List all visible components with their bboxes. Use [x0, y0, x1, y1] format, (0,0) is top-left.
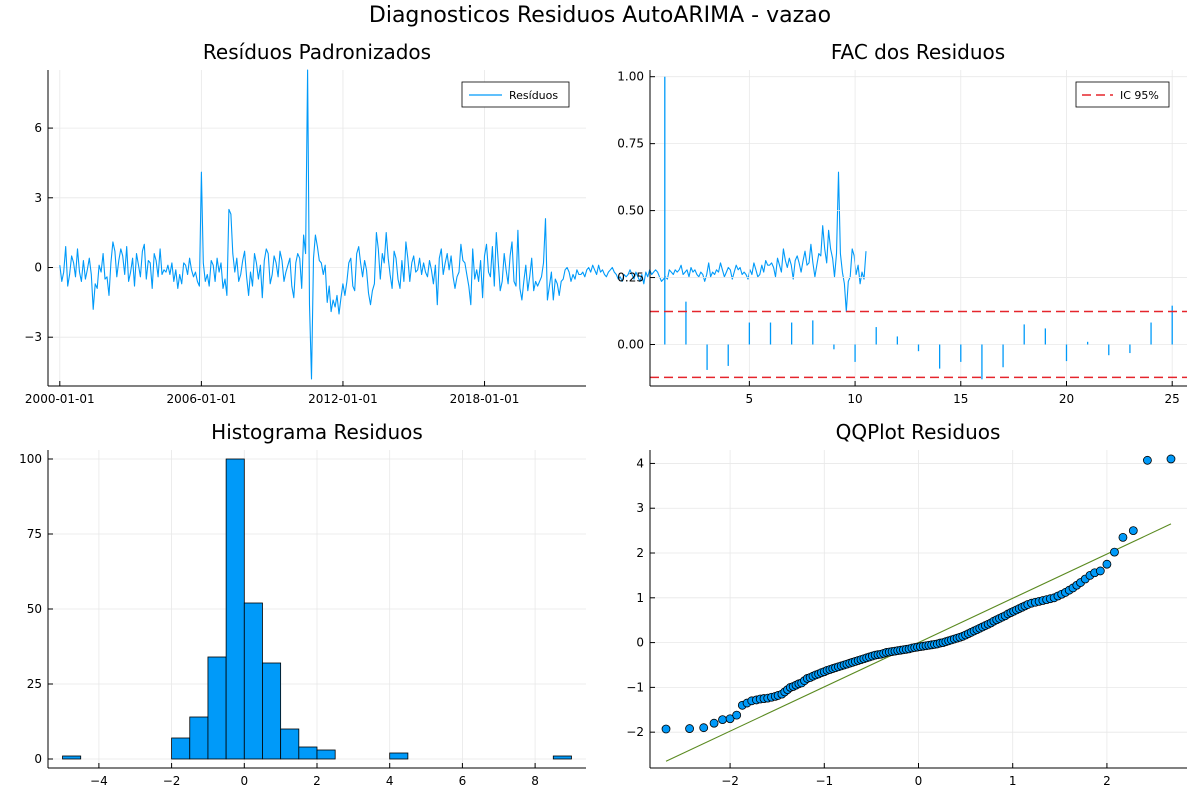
qqplot-y-tick-label: 2 — [636, 546, 644, 560]
figure-title: Diagnosticos Residuos AutoARIMA - vazao — [369, 3, 831, 28]
acf-title: FAC dos Residuos — [831, 40, 1005, 64]
qqplot-x-tick-label: 1 — [1009, 774, 1017, 788]
histogram-bar-11 — [262, 662, 282, 760]
histogram-x-tick-label: 0 — [240, 774, 248, 788]
qqplot-x-tick-label: −2 — [721, 774, 739, 788]
qqplot-point-128 — [1166, 454, 1176, 464]
histogram-bar-14 — [316, 749, 336, 760]
qqplot-point-125 — [1118, 532, 1128, 542]
residuals-y-tick-label: −3 — [24, 330, 42, 344]
histogram-bar-13 — [298, 746, 318, 760]
histogram-x-tick-label: −4 — [90, 774, 108, 788]
qqplot-y-tick-label: −1 — [626, 680, 644, 694]
qqplot-point-2 — [699, 723, 709, 733]
qqplot-x-tick-label: 0 — [915, 774, 923, 788]
acf-x-tick-label: 20 — [1059, 392, 1074, 406]
acf-legend-label: IC 95% — [1120, 89, 1159, 102]
histogram-bar-0 — [62, 755, 82, 760]
residuals-x-tick-label: 2018-01-01 — [450, 392, 520, 406]
qqplot-point-1 — [685, 724, 694, 733]
histogram-x-tick-label: 2 — [313, 774, 321, 788]
histogram-bar-6 — [171, 737, 191, 760]
histogram-bar-7 — [189, 716, 209, 760]
acf-legend: IC 95% — [1075, 81, 1170, 108]
residuals-title: Resíduos Padronizados — [203, 40, 431, 64]
qqplot-y-tick-label: 3 — [636, 501, 644, 515]
residuals-x-tick-label: 2006-01-01 — [167, 392, 237, 406]
residuals-series-line — [59, 69, 867, 380]
histogram-bar-8 — [207, 656, 227, 760]
qqplot-point-124 — [1110, 547, 1119, 557]
histogram-y-tick-label: 25 — [27, 677, 42, 691]
histogram-y-tick-label: 100 — [19, 452, 42, 466]
residuals-legend-box — [461, 81, 570, 108]
qqplot-point-126 — [1128, 526, 1138, 536]
acf-x-tick-label: 10 — [847, 392, 862, 406]
qqplot-x-tick-label: 2 — [1103, 774, 1111, 788]
histogram-bar-27 — [552, 755, 572, 760]
acf-legend-box — [1075, 81, 1170, 108]
acf-panel: FAC dos Residuos 5 10 15 20 25 0.00 0.25 0.50 0.… — [617, 40, 1187, 406]
qqplot-y-tick-label: 4 — [636, 456, 644, 470]
qqplot-x-tick-label: −1 — [815, 774, 833, 788]
residuals-legend: Resíduos — [461, 81, 570, 108]
acf-y-tick-label: 0.25 — [617, 271, 644, 285]
acf-y-tick-label: 1.00 — [617, 70, 644, 84]
qqplot-panel: QQPlot Residuos −2 −1 0 1 2 −2 −1 0 1 2 3 4 — [626, 420, 1187, 788]
residuals-x-tick-label: 2012-01-01 — [308, 392, 378, 406]
qqplot-point-127 — [1143, 455, 1152, 465]
acf-y-tick-label: 0.00 — [617, 337, 644, 351]
histogram-x-tick-label: 6 — [459, 774, 467, 788]
acf-y-tick-label: 0.75 — [617, 137, 644, 151]
histogram-x-tick-label: 8 — [531, 774, 539, 788]
residuals-legend-label: Resíduos — [509, 89, 558, 102]
qqplot-point-5 — [725, 714, 735, 724]
histogram-y-tick-label: 75 — [27, 527, 42, 541]
residuals-y-tick-label: 6 — [34, 121, 42, 135]
residuals-panel: Resíduos Padronizados 2000-01-01 2006-01-… — [24, 40, 867, 406]
qqplot-title: QQPlot Residuos — [836, 420, 1001, 444]
qqplot-point-3 — [709, 718, 719, 728]
histogram-y-tick-label: 50 — [27, 602, 42, 616]
histogram-title: Histograma Residuos — [211, 420, 423, 444]
qqplot-point-0 — [661, 724, 671, 734]
acf-x-tick-label: 5 — [746, 392, 754, 406]
histogram-bar-12 — [280, 728, 300, 760]
qqplot-point-6 — [732, 710, 742, 720]
histogram-bar-18 — [389, 752, 409, 760]
histogram-y-tick-label: 0 — [34, 752, 42, 766]
qqplot-y-tick-label: −2 — [626, 725, 644, 739]
acf-y-tick-label: 0.50 — [617, 204, 644, 218]
residuals-y-tick-label: 3 — [34, 191, 42, 205]
qqplot-reference-line — [665, 523, 1172, 762]
residuals-y-tick-label: 0 — [34, 261, 42, 275]
qqplot-point-4 — [718, 715, 727, 725]
qqplot-point-123 — [1102, 559, 1112, 569]
acf-x-tick-label: 15 — [953, 392, 968, 406]
residuals-x-tick-label: 2000-01-01 — [25, 392, 95, 406]
histogram-x-tick-label: 4 — [386, 774, 394, 788]
acf-x-tick-label: 25 — [1165, 392, 1180, 406]
histogram-x-tick-label: −2 — [163, 774, 181, 788]
qqplot-y-tick-label: 0 — [636, 636, 644, 650]
histogram-bar-10 — [243, 602, 263, 760]
qqplot-point-122 — [1095, 566, 1105, 576]
qqplot-y-tick-label: 1 — [636, 591, 644, 605]
histogram-panel: Histograma Residuos −4 −2 0 2 4 6 8 0 25 50 75 100 — [19, 420, 586, 788]
histogram-bar-9 — [225, 458, 245, 760]
